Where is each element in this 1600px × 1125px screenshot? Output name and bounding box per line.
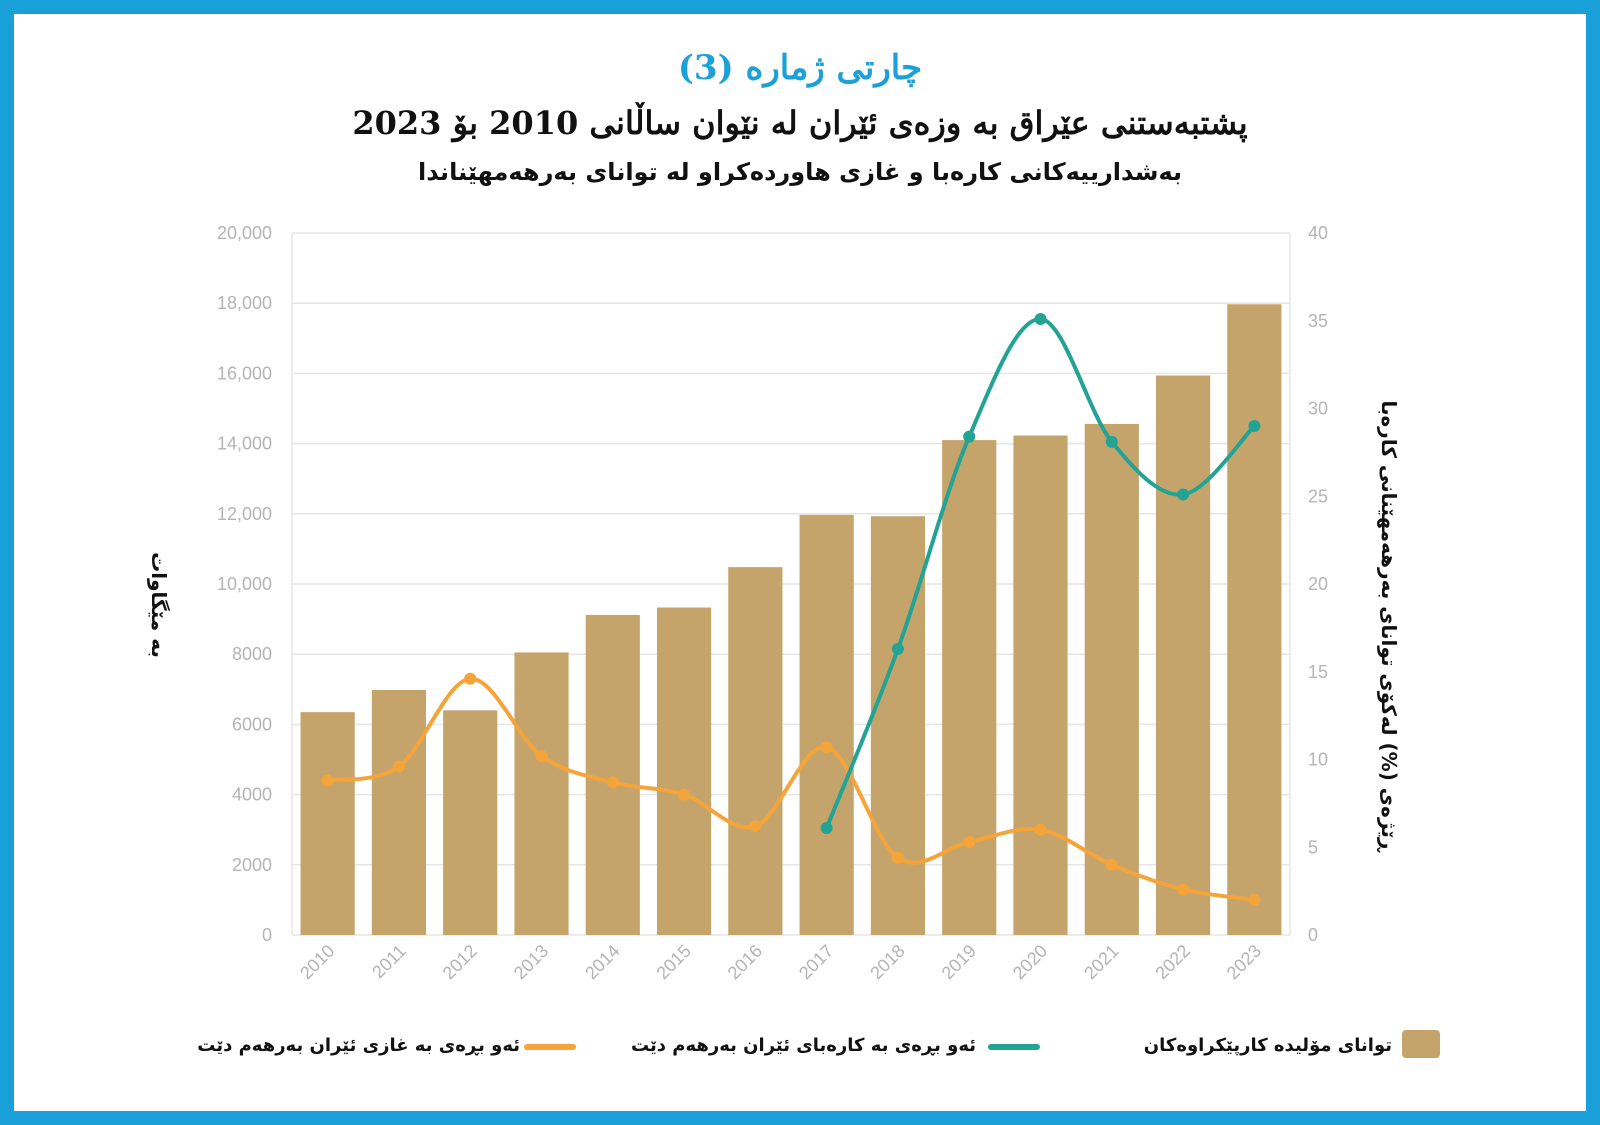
y-left-tick-label: 8000 bbox=[232, 644, 272, 664]
bar-2012 bbox=[443, 710, 498, 935]
point-electricity bbox=[963, 430, 976, 443]
chart-subtitle: بەشدارییەکانی کارەبا و غازی هاوردەکراو ل… bbox=[417, 158, 1183, 186]
legend-label-electricity: ئەو بڕەی بە کارەبای ئێران بەرهەم دێت bbox=[631, 1035, 976, 1056]
point-gas bbox=[891, 851, 904, 864]
y-left-tick-label: 16,000 bbox=[217, 363, 272, 383]
y-left-tick-label: 12,000 bbox=[217, 504, 272, 524]
x-axis-ticks: 2010 2011 2012 2013 2014 2015 2016 2017 2018 2019… bbox=[296, 941, 1265, 983]
y-right-tick-label: 25 bbox=[1308, 486, 1328, 506]
y-right-tick-label: 40 bbox=[1308, 223, 1328, 243]
x-tick-label: 2018 bbox=[866, 941, 908, 983]
bar-2016 bbox=[728, 567, 783, 935]
x-tick-label: 2016 bbox=[724, 941, 766, 983]
legend-swatch-capacity bbox=[1402, 1030, 1440, 1058]
y-left-tick-label: 10,000 bbox=[217, 574, 272, 594]
x-tick-label: 2022 bbox=[1151, 941, 1193, 983]
point-gas bbox=[464, 672, 477, 685]
point-gas bbox=[1105, 858, 1118, 871]
x-tick-label: 2015 bbox=[652, 941, 694, 983]
bar-series bbox=[300, 304, 1282, 936]
chart-number-label: چارتی ژمارە (3) bbox=[677, 48, 923, 88]
point-gas bbox=[392, 760, 405, 773]
x-tick-label: 2019 bbox=[938, 941, 980, 983]
legend-label-gas: ئەو بڕەی بە غازی ئێران بەرهەم دێت bbox=[197, 1035, 520, 1056]
legend-label-capacity: توانای مۆلیدە کارپێکراوەکان bbox=[1144, 1035, 1392, 1056]
point-electricity bbox=[1177, 488, 1190, 501]
y-right-tick-label: 15 bbox=[1308, 662, 1328, 682]
x-tick-label: 2012 bbox=[439, 941, 481, 983]
bar-2022 bbox=[1155, 375, 1211, 936]
bar-2015 bbox=[656, 607, 712, 935]
line-series bbox=[321, 312, 1261, 906]
bar-2011 bbox=[371, 690, 427, 935]
bar-2013 bbox=[514, 652, 569, 935]
legend: توانای مۆلیدە کارپێکراوەکان ئەو بڕەی بە … bbox=[197, 1030, 1440, 1058]
point-electricity bbox=[1248, 420, 1261, 433]
y-right-tick-label: 30 bbox=[1308, 399, 1328, 419]
y-right-tick-label: 20 bbox=[1308, 574, 1328, 594]
point-electricity bbox=[1105, 435, 1118, 448]
y-left-tick-label: 4000 bbox=[232, 785, 272, 805]
point-electricity bbox=[891, 642, 904, 655]
x-tick-label: 2020 bbox=[1009, 941, 1051, 983]
y-left-tick-label: 6000 bbox=[232, 714, 272, 734]
y-right-tick-label: 10 bbox=[1308, 750, 1328, 770]
point-gas bbox=[535, 749, 548, 762]
y-right-tick-label: 0 bbox=[1308, 925, 1318, 945]
y-axis-right-ticks: 0 5 10 15 20 25 30 35 40 bbox=[1308, 223, 1328, 945]
x-tick-label: 2011 bbox=[368, 941, 410, 983]
y-left-tick-label: 0 bbox=[262, 925, 272, 945]
y-axis-left-label: بە مێگاوات bbox=[147, 552, 171, 658]
bar-2019 bbox=[942, 440, 997, 935]
x-tick-label: 2013 bbox=[510, 941, 552, 983]
bar-2018 bbox=[870, 516, 926, 935]
point-gas bbox=[678, 788, 691, 801]
point-gas bbox=[963, 835, 976, 848]
y-axis-right-label: ڕێژەی (%) لەکۆی توانای بەرهەمهێنانی کارە… bbox=[1377, 400, 1401, 853]
point-electricity bbox=[1034, 312, 1047, 325]
bar-2020 bbox=[1013, 435, 1068, 935]
bar-2014 bbox=[585, 614, 640, 935]
point-gas bbox=[1034, 823, 1047, 836]
point-gas bbox=[749, 820, 762, 833]
point-gas bbox=[1248, 893, 1261, 906]
bar-2010 bbox=[300, 712, 355, 935]
x-tick-label: 2014 bbox=[581, 941, 623, 983]
y-left-tick-label: 18,000 bbox=[217, 293, 272, 313]
x-tick-label: 2023 bbox=[1223, 941, 1265, 983]
y-left-tick-label: 20,000 bbox=[217, 223, 272, 243]
x-tick-label: 2017 bbox=[795, 941, 837, 983]
point-gas bbox=[1177, 883, 1190, 896]
legend-swatch-gas bbox=[524, 1044, 576, 1050]
chart-title: پشتبەستنی عێراق بە وزەی ئێران لە نێوان س… bbox=[352, 104, 1248, 142]
bar-2017 bbox=[799, 514, 854, 935]
y-axis-left-ticks: 0 2000 4000 6000 8000 10,000 12,000 14,000 16,00… bbox=[217, 223, 272, 945]
point-gas bbox=[606, 776, 619, 789]
point-electricity bbox=[820, 821, 833, 834]
y-left-tick-label: 14,000 bbox=[217, 434, 272, 454]
x-tick-label: 2021 bbox=[1080, 941, 1122, 983]
point-gas bbox=[820, 741, 833, 754]
grid-lines bbox=[291, 232, 1291, 936]
y-left-tick-label: 2000 bbox=[232, 855, 272, 875]
legend-swatch-electricity bbox=[988, 1044, 1040, 1050]
y-right-tick-label: 5 bbox=[1308, 837, 1318, 857]
bar-2021 bbox=[1084, 423, 1139, 935]
point-gas bbox=[321, 774, 334, 787]
x-tick-label: 2010 bbox=[296, 941, 338, 983]
bar-2023 bbox=[1227, 304, 1282, 935]
y-right-tick-label: 35 bbox=[1308, 311, 1328, 331]
